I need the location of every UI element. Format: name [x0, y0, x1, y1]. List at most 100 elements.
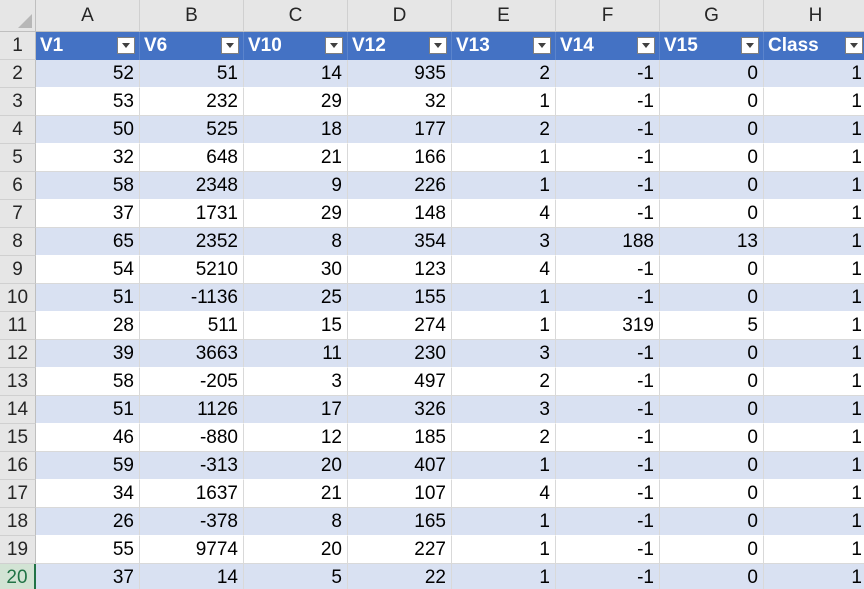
row-header-11[interactable]: 11 — [0, 312, 36, 340]
data-cell[interactable]: 1 — [452, 172, 556, 200]
column-header-e[interactable]: E — [452, 0, 556, 32]
data-cell[interactable]: 28 — [36, 312, 140, 340]
data-cell[interactable]: 29 — [244, 200, 348, 228]
data-cell[interactable]: 0 — [660, 480, 764, 508]
data-cell[interactable]: 0 — [660, 564, 764, 589]
row-header-15[interactable]: 15 — [0, 424, 36, 452]
data-cell[interactable]: -1 — [556, 536, 660, 564]
filter-dropdown-icon[interactable] — [429, 37, 447, 54]
data-cell[interactable]: 165 — [348, 508, 452, 536]
data-cell[interactable]: 37 — [36, 200, 140, 228]
data-cell[interactable]: -1 — [556, 508, 660, 536]
data-cell[interactable]: 14 — [244, 60, 348, 88]
data-cell[interactable]: 1 — [764, 144, 864, 172]
data-cell[interactable]: 1 — [764, 480, 864, 508]
row-header-2[interactable]: 2 — [0, 60, 36, 88]
data-cell[interactable]: 9 — [244, 172, 348, 200]
data-cell[interactable]: 2 — [452, 368, 556, 396]
data-cell[interactable]: 25 — [244, 284, 348, 312]
data-cell[interactable]: 227 — [348, 536, 452, 564]
data-cell[interactable]: 59 — [36, 452, 140, 480]
data-cell[interactable]: 0 — [660, 144, 764, 172]
data-cell[interactable]: 2348 — [140, 172, 244, 200]
data-cell[interactable]: 51 — [36, 284, 140, 312]
row-header-14[interactable]: 14 — [0, 396, 36, 424]
data-cell[interactable]: -1 — [556, 424, 660, 452]
data-cell[interactable]: 511 — [140, 312, 244, 340]
data-cell[interactable]: 0 — [660, 284, 764, 312]
data-cell[interactable]: 4 — [452, 480, 556, 508]
data-cell[interactable]: 274 — [348, 312, 452, 340]
data-cell[interactable]: 0 — [660, 172, 764, 200]
data-cell[interactable]: -378 — [140, 508, 244, 536]
filter-dropdown-icon[interactable] — [221, 37, 239, 54]
data-cell[interactable]: 1 — [452, 508, 556, 536]
data-cell[interactable]: -1 — [556, 172, 660, 200]
data-cell[interactable]: 46 — [36, 424, 140, 452]
data-cell[interactable]: 1 — [764, 452, 864, 480]
data-cell[interactable]: 148 — [348, 200, 452, 228]
data-cell[interactable]: 0 — [660, 60, 764, 88]
data-cell[interactable]: -1 — [556, 564, 660, 589]
data-cell[interactable]: 1 — [764, 200, 864, 228]
data-cell[interactable]: 0 — [660, 116, 764, 144]
filter-header-cell[interactable]: V1 — [36, 32, 140, 60]
data-cell[interactable]: 50 — [36, 116, 140, 144]
data-cell[interactable]: 32 — [36, 144, 140, 172]
select-all-button[interactable] — [0, 0, 36, 32]
data-cell[interactable]: 3663 — [140, 340, 244, 368]
column-header-h[interactable]: H — [764, 0, 864, 32]
data-cell[interactable]: -1 — [556, 144, 660, 172]
data-cell[interactable]: 319 — [556, 312, 660, 340]
data-cell[interactable]: 525 — [140, 116, 244, 144]
filter-header-cell[interactable]: V6 — [140, 32, 244, 60]
data-cell[interactable]: 0 — [660, 340, 764, 368]
data-cell[interactable]: 30 — [244, 256, 348, 284]
data-cell[interactable]: 497 — [348, 368, 452, 396]
data-cell[interactable]: 37 — [36, 564, 140, 589]
data-cell[interactable]: 39 — [36, 340, 140, 368]
filter-dropdown-icon[interactable] — [637, 37, 655, 54]
data-cell[interactable]: 1 — [764, 228, 864, 256]
data-cell[interactable]: 1 — [452, 312, 556, 340]
data-cell[interactable]: 407 — [348, 452, 452, 480]
data-cell[interactable]: 1 — [764, 88, 864, 116]
data-cell[interactable]: 2352 — [140, 228, 244, 256]
row-header-5[interactable]: 5 — [0, 144, 36, 172]
filter-header-cell[interactable]: Class — [764, 32, 864, 60]
data-cell[interactable]: 13 — [660, 228, 764, 256]
data-cell[interactable]: 2 — [452, 424, 556, 452]
data-cell[interactable]: -1 — [556, 284, 660, 312]
data-cell[interactable]: 4 — [452, 256, 556, 284]
data-cell[interactable]: 0 — [660, 508, 764, 536]
data-cell[interactable]: 58 — [36, 172, 140, 200]
data-cell[interactable]: 326 — [348, 396, 452, 424]
data-cell[interactable]: 0 — [660, 452, 764, 480]
column-header-c[interactable]: C — [244, 0, 348, 32]
column-header-d[interactable]: D — [348, 0, 452, 32]
data-cell[interactable]: 53 — [36, 88, 140, 116]
data-cell[interactable]: 58 — [36, 368, 140, 396]
row-header-10[interactable]: 10 — [0, 284, 36, 312]
data-cell[interactable]: 1 — [764, 116, 864, 144]
data-cell[interactable]: 3 — [244, 368, 348, 396]
data-cell[interactable]: 1 — [764, 340, 864, 368]
data-cell[interactable]: 188 — [556, 228, 660, 256]
data-cell[interactable]: 226 — [348, 172, 452, 200]
data-cell[interactable]: -1 — [556, 480, 660, 508]
data-cell[interactable]: -1 — [556, 116, 660, 144]
data-cell[interactable]: 9774 — [140, 536, 244, 564]
data-cell[interactable]: 354 — [348, 228, 452, 256]
data-cell[interactable]: -1 — [556, 256, 660, 284]
data-cell[interactable]: -1 — [556, 452, 660, 480]
data-cell[interactable]: 1 — [764, 564, 864, 589]
data-cell[interactable]: 185 — [348, 424, 452, 452]
data-cell[interactable]: 648 — [140, 144, 244, 172]
data-cell[interactable]: 17 — [244, 396, 348, 424]
data-cell[interactable]: 1 — [764, 60, 864, 88]
filter-header-cell[interactable]: V13 — [452, 32, 556, 60]
data-cell[interactable]: 2 — [452, 116, 556, 144]
data-cell[interactable]: 8 — [244, 508, 348, 536]
data-cell[interactable]: 51 — [36, 396, 140, 424]
data-cell[interactable]: 3 — [452, 340, 556, 368]
